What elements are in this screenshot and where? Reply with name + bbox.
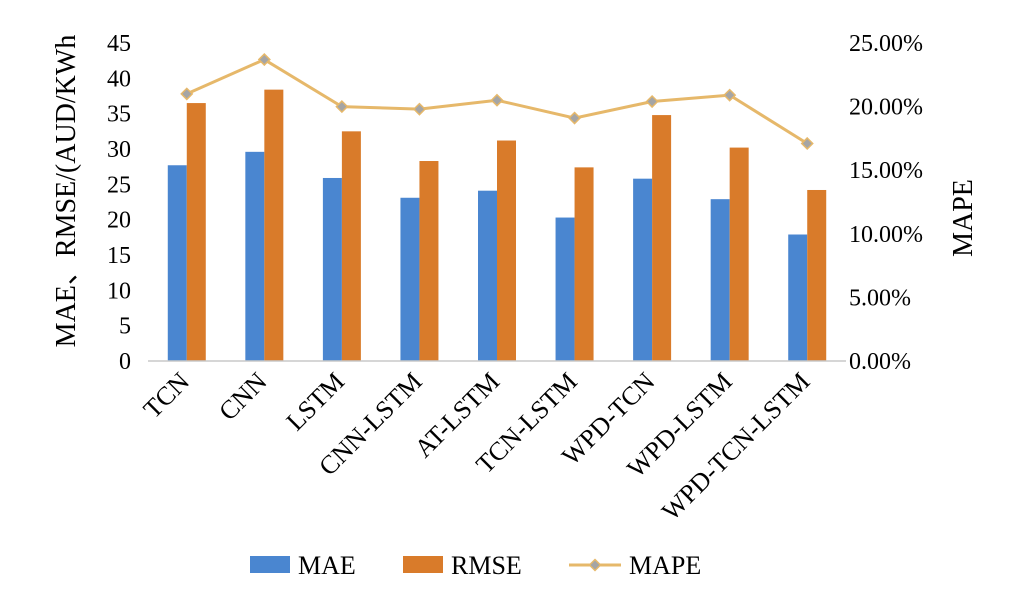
bar-rmse-wpd-lstm — [729, 147, 749, 361]
bar-mae-lstm — [322, 177, 342, 361]
mape-point-tcn-lstm — [567, 111, 582, 125]
mape-point-wpd-tcn — [645, 94, 659, 109]
bar-rmse-tcn-lstm — [574, 167, 594, 361]
right-tick-label: 10.00% — [849, 222, 923, 248]
mape-point-lstm — [335, 100, 349, 114]
bar-rmse-tcn — [186, 103, 206, 362]
bar-mae-at-lstm — [478, 190, 497, 361]
left-tick-label: 35 — [107, 102, 131, 128]
category-label-tcn: TCN — [138, 367, 195, 424]
bar-rmse-cnn — [264, 89, 284, 361]
x-axis-category-labels: TCN CNN LSTMCNN-LSTMAT-LSTMTCN-LSTMWPD-TCN… — [138, 367, 816, 527]
legend-label-mae: MAE — [298, 551, 356, 580]
bar-rmse-cnn-lstm — [419, 161, 439, 361]
mape-point-cnn — [257, 52, 271, 67]
category-label-lstm: LSTM — [281, 367, 351, 437]
right-y-axis-ticks: 0.00% 5.00% 10.00% 15.00% 20.00% 25.00% — [849, 31, 923, 375]
bar-mae-tcn — [167, 165, 187, 361]
legend-label-rmse: RMSE — [451, 551, 522, 580]
legend-swatch-mae — [250, 556, 290, 573]
bar-mae-wpd-tcn-lstm — [788, 234, 808, 361]
bar-rmse-at-lstm — [497, 140, 516, 361]
mape-point-cnn-lstm — [412, 102, 427, 116]
right-tick-label: 15.00% — [849, 158, 923, 184]
bar-rmse-wpd-tcn — [652, 115, 672, 361]
bar-mae-tcn-lstm — [555, 217, 575, 361]
legend: MAE RMSE MAPE — [250, 551, 701, 580]
left-tick-label: 25 — [107, 172, 131, 198]
bar-mae-wpd-lstm — [710, 199, 730, 361]
left-tick-label: 0 — [119, 349, 131, 375]
bar-rmse-wpd-tcn-lstm — [807, 189, 827, 361]
bar-mae-wpd-tcn — [633, 178, 653, 361]
right-axis-title: MAPE — [948, 179, 979, 257]
right-tick-label: 0.00% — [849, 349, 911, 375]
bar-layer — [167, 89, 827, 362]
category-label-wpd-tcn-lstm: WPD-TCN-LSTM — [656, 367, 815, 526]
category-label-cnn: CNN — [213, 367, 272, 426]
bar-rmse-lstm — [341, 131, 361, 361]
left-tick-label: 30 — [107, 137, 131, 163]
mape-line-layer — [180, 52, 814, 151]
left-tick-label: 45 — [107, 31, 131, 57]
right-tick-label: 20.00% — [849, 95, 923, 121]
bar-mae-cnn-lstm — [400, 197, 420, 361]
left-tick-label: 20 — [107, 208, 131, 234]
left-tick-label: 10 — [107, 278, 131, 304]
mape-point-at-lstm — [490, 93, 504, 107]
left-tick-label: 5 — [119, 314, 131, 340]
left-y-axis-ticks: 0 5 10 15 20 25 30 35 40 45 — [107, 31, 131, 375]
left-tick-label: 40 — [107, 66, 131, 92]
right-tick-label: 5.00% — [849, 285, 911, 311]
mape-point-tcn — [180, 87, 194, 101]
left-tick-label: 15 — [107, 243, 131, 269]
left-axis-title: MAE、RMSE/(AUD/KWh — [51, 35, 82, 348]
bar-mae-cnn — [245, 151, 265, 361]
mape-point-wpd-tcn-lstm — [800, 136, 814, 151]
right-tick-label: 25.00% — [849, 31, 923, 57]
legend-swatch-rmse — [403, 556, 443, 573]
mape-point-wpd-lstm — [723, 88, 737, 102]
legend-label-mape: MAPE — [629, 551, 701, 580]
legend-marker-mape — [588, 558, 602, 572]
